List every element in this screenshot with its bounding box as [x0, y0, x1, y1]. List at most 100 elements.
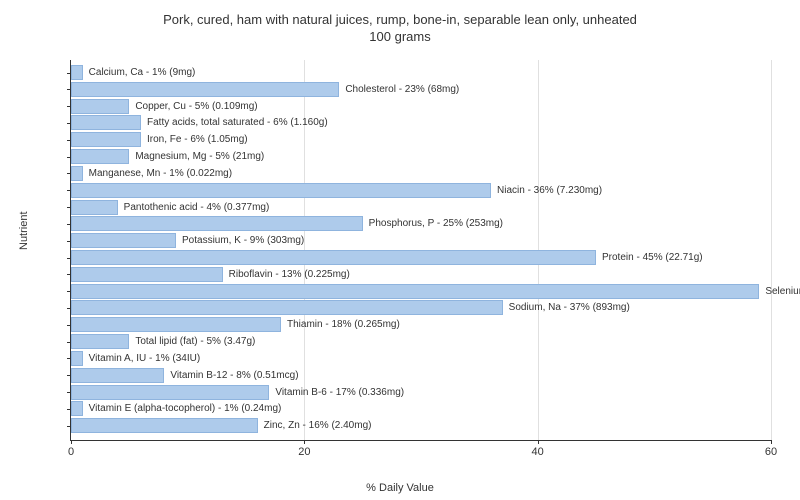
bar-row: Potassium, K - 9% (303mg) [71, 233, 304, 248]
x-tick-label: 40 [532, 446, 544, 458]
y-tick-mark [67, 274, 71, 275]
bar-label: Pantothenic acid - 4% (0.377mg) [124, 202, 270, 213]
y-tick-mark [67, 89, 71, 90]
bar-label: Vitamin A, IU - 1% (34IU) [89, 353, 201, 364]
bar-label: Vitamin B-12 - 8% (0.51mcg) [170, 370, 298, 381]
bar-label: Phosphorus, P - 25% (253mg) [369, 218, 503, 229]
bar-label: Protein - 45% (22.71g) [602, 252, 703, 263]
bar-label: Selenium, Se - 59% (41.0mcg) [765, 286, 800, 297]
y-tick-mark [67, 291, 71, 292]
bar [71, 418, 258, 433]
y-tick-mark [67, 358, 71, 359]
bar-label: Vitamin B-6 - 17% (0.336mg) [275, 387, 404, 398]
y-tick-mark [67, 224, 71, 225]
title-line-1: Pork, cured, ham with natural juices, ru… [163, 12, 637, 27]
bar-label: Sodium, Na - 37% (893mg) [509, 302, 630, 313]
bar-label: Cholesterol - 23% (68mg) [345, 84, 459, 95]
bar-label: Niacin - 36% (7.230mg) [497, 185, 602, 196]
bar-label: Manganese, Mn - 1% (0.022mg) [89, 168, 232, 179]
x-tick-label: 60 [765, 446, 777, 458]
chart-container: Pork, cured, ham with natural juices, ru… [0, 0, 800, 500]
bar-row: Fatty acids, total saturated - 6% (1.160… [71, 115, 328, 130]
y-tick-mark [67, 173, 71, 174]
y-tick-mark [67, 308, 71, 309]
x-axis-label: % Daily Value [366, 482, 434, 494]
bar-row: Vitamin B-6 - 17% (0.336mg) [71, 385, 404, 400]
bar-row: Vitamin B-12 - 8% (0.51mcg) [71, 368, 299, 383]
bar-row: Protein - 45% (22.71g) [71, 250, 703, 265]
y-tick-mark [67, 207, 71, 208]
bar [71, 317, 281, 332]
bar [71, 183, 491, 198]
y-axis-label: Nutrient [18, 211, 30, 250]
bar-row: Magnesium, Mg - 5% (21mg) [71, 149, 264, 164]
bar [71, 334, 129, 349]
bar-row: Thiamin - 18% (0.265mg) [71, 317, 400, 332]
bar-label: Magnesium, Mg - 5% (21mg) [135, 151, 264, 162]
chart-title: Pork, cured, ham with natural juices, ru… [0, 0, 800, 46]
title-line-2: 100 grams [369, 29, 430, 44]
bar-row: Selenium, Se - 59% (41.0mcg) [71, 284, 800, 299]
bar-label: Vitamin E (alpha-tocopherol) - 1% (0.24m… [89, 403, 282, 414]
bar-row: Vitamin A, IU - 1% (34IU) [71, 351, 200, 366]
bar-label: Calcium, Ca - 1% (9mg) [89, 67, 196, 78]
bar [71, 351, 83, 366]
bar [71, 166, 83, 181]
bar [71, 65, 83, 80]
bar-row: Cholesterol - 23% (68mg) [71, 82, 459, 97]
bar-row: Copper, Cu - 5% (0.109mg) [71, 99, 258, 114]
bar-row: Pantothenic acid - 4% (0.377mg) [71, 200, 269, 215]
bar-label: Riboflavin - 13% (0.225mg) [229, 269, 350, 280]
bar-label: Fatty acids, total saturated - 6% (1.160… [147, 117, 328, 128]
bar-row: Manganese, Mn - 1% (0.022mg) [71, 166, 232, 181]
y-tick-mark [67, 241, 71, 242]
bar-row: Sodium, Na - 37% (893mg) [71, 300, 630, 315]
gridline [771, 60, 772, 440]
bar [71, 99, 129, 114]
bar-label: Zinc, Zn - 16% (2.40mg) [264, 420, 372, 431]
x-tick-mark [71, 440, 72, 444]
bar [71, 368, 164, 383]
bar [71, 149, 129, 164]
bar [71, 115, 141, 130]
y-tick-mark [67, 426, 71, 427]
x-tick-mark [771, 440, 772, 444]
bar [71, 385, 269, 400]
y-tick-mark [67, 392, 71, 393]
x-tick-mark [538, 440, 539, 444]
y-tick-mark [67, 190, 71, 191]
bar [71, 132, 141, 147]
bar [71, 82, 339, 97]
bar-row: Phosphorus, P - 25% (253mg) [71, 216, 503, 231]
y-tick-mark [67, 375, 71, 376]
bar [71, 300, 503, 315]
bar-label: Copper, Cu - 5% (0.109mg) [135, 101, 257, 112]
y-tick-mark [67, 157, 71, 158]
bar-row: Iron, Fe - 6% (1.05mg) [71, 132, 248, 147]
bar-label: Iron, Fe - 6% (1.05mg) [147, 134, 248, 145]
bar-row: Vitamin E (alpha-tocopherol) - 1% (0.24m… [71, 401, 281, 416]
bar-label: Thiamin - 18% (0.265mg) [287, 319, 400, 330]
bar-row: Niacin - 36% (7.230mg) [71, 183, 602, 198]
bar [71, 200, 118, 215]
y-tick-mark [67, 73, 71, 74]
y-tick-mark [67, 140, 71, 141]
bar-label: Potassium, K - 9% (303mg) [182, 235, 304, 246]
y-tick-mark [67, 258, 71, 259]
bar [71, 250, 596, 265]
bar [71, 401, 83, 416]
plot-area: 0204060Calcium, Ca - 1% (9mg)Cholesterol… [70, 60, 771, 441]
bar [71, 216, 363, 231]
x-tick-mark [304, 440, 305, 444]
x-tick-label: 0 [68, 446, 74, 458]
y-tick-mark [67, 325, 71, 326]
bar-label: Total lipid (fat) - 5% (3.47g) [135, 336, 255, 347]
y-tick-mark [67, 342, 71, 343]
y-tick-mark [67, 123, 71, 124]
bar-row: Total lipid (fat) - 5% (3.47g) [71, 334, 255, 349]
y-tick-mark [67, 106, 71, 107]
y-tick-mark [67, 409, 71, 410]
x-tick-label: 20 [298, 446, 310, 458]
bar-row: Riboflavin - 13% (0.225mg) [71, 267, 350, 282]
bar [71, 267, 223, 282]
